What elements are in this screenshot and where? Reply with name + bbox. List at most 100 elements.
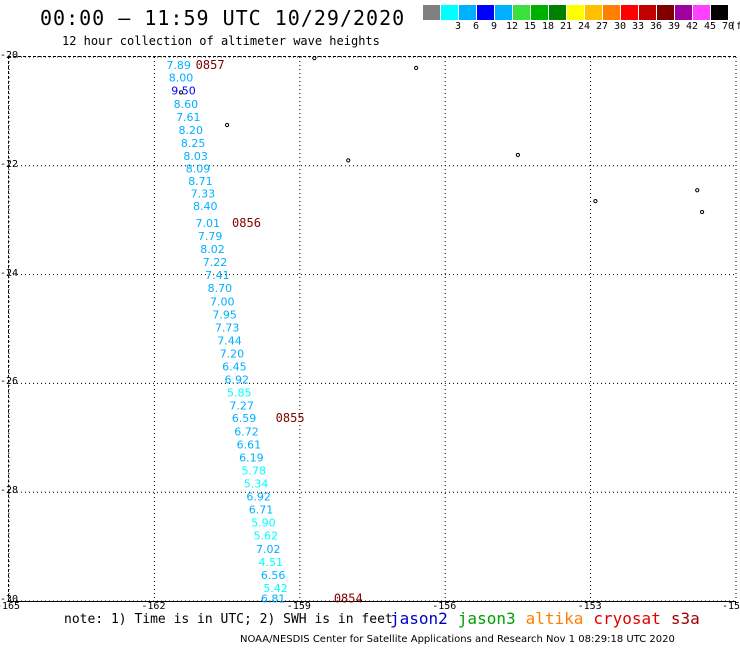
- island-outline: [699, 209, 705, 215]
- swh-value: 8.02: [200, 243, 225, 256]
- swh-value: 6.56: [261, 569, 286, 582]
- map-canvas: 7.898.009.508.607.618.208.258.038.098.71…: [8, 55, 737, 605]
- colorbar-label: 36: [649, 21, 663, 32]
- latitude-tick-label: -22: [0, 158, 19, 170]
- swh-value: 8.03: [183, 150, 208, 163]
- colorbar-label: 21: [559, 21, 573, 32]
- swh-value: 6.92: [225, 374, 250, 387]
- colorbar-swatch: [620, 5, 638, 20]
- island-outline: [312, 55, 317, 61]
- time-label: 0854: [334, 591, 363, 605]
- swh-value: 7.95: [212, 308, 237, 321]
- latitude-tick-label: -20: [0, 50, 19, 61]
- swh-value: 8.00: [169, 72, 194, 85]
- satellite-legend-item: cryosat: [593, 609, 661, 628]
- colorbar-label: 15: [523, 21, 537, 32]
- wave-height-colorbar: [422, 5, 728, 20]
- island-outline: [178, 90, 184, 95]
- island-outline: [346, 158, 351, 163]
- swh-value: 6.72: [234, 425, 259, 438]
- swh-value: 6.71: [249, 504, 274, 517]
- colorbar-swatch: [710, 5, 728, 20]
- swh-value: 8.40: [193, 200, 218, 213]
- longitude-tick-label: -165: [0, 601, 21, 612]
- longitude-tick-label: -15: [722, 601, 740, 612]
- swh-value: 7.61: [176, 111, 201, 124]
- colorbar-label: 6: [472, 21, 480, 32]
- latitude-tick-label: -30: [0, 594, 19, 605]
- island-outline: [593, 199, 598, 204]
- colorbar-swatch: [548, 5, 566, 20]
- swh-value: 7.44: [217, 334, 242, 347]
- swh-value: 4.51: [258, 556, 283, 569]
- swh-value: 8.20: [179, 124, 204, 137]
- colorbar-label: 24: [577, 21, 591, 32]
- colorbar-swatch: [602, 5, 620, 20]
- colorbar-swatch: [494, 5, 512, 20]
- island-outline: [515, 152, 520, 158]
- satellite-legend-item: altika: [525, 609, 584, 628]
- colorbar-swatch: [638, 5, 656, 20]
- swh-value: 7.22: [203, 256, 228, 269]
- colorbar-swatch: [566, 5, 584, 20]
- footer-note: note: 1) Time is in UTC; 2) SWH is in fe…: [64, 612, 393, 627]
- satellite-legend: jason2 jason3 altika cryosat s3a: [390, 609, 700, 628]
- colorbar-label: 3: [454, 21, 462, 32]
- time-label: 0857: [196, 58, 225, 72]
- colorbar-swatch: [422, 5, 440, 20]
- longitude-tick-label: -159: [286, 601, 311, 612]
- satellite-legend-item: jason3: [457, 609, 516, 628]
- swh-value: 7.41: [205, 269, 230, 282]
- island-outline: [225, 122, 230, 128]
- swh-value: 6.59: [232, 412, 257, 425]
- colorbar-label: 27: [595, 21, 609, 32]
- island-outline: [695, 188, 700, 193]
- swh-value: 6.81: [261, 592, 286, 605]
- swh-value: 5.42: [263, 582, 288, 595]
- swh-value: 8.60: [174, 98, 199, 111]
- longitude-tick-label: -153: [577, 601, 602, 612]
- colorbar-unit-label: (ft): [730, 21, 740, 32]
- swh-value: 7.02: [256, 543, 281, 556]
- colorbar-label: 9: [490, 21, 498, 32]
- island-outline: [414, 65, 419, 70]
- latitude-tick-label: -24: [0, 267, 19, 279]
- swh-value: 7.89: [166, 59, 191, 72]
- colorbar-swatch: [656, 5, 674, 20]
- swh-value: 5.34: [244, 477, 269, 490]
- swh-value: 6.92: [246, 491, 271, 504]
- swh-value: 7.33: [191, 188, 216, 201]
- swh-value: 5.62: [254, 530, 279, 543]
- latitude-tick-label: -28: [0, 485, 19, 497]
- swh-value: 7.73: [215, 321, 240, 334]
- colorbar-label: 12: [505, 21, 519, 32]
- colorbar-label: 45: [703, 21, 717, 32]
- swh-value: 7.01: [195, 217, 220, 230]
- swh-value: 6.61: [237, 438, 262, 451]
- colorbar-swatch: [530, 5, 548, 20]
- colorbar-swatch: [512, 5, 530, 20]
- swh-value: 8.70: [208, 282, 233, 295]
- swh-value: 5.78: [242, 464, 267, 477]
- swh-value: 8.25: [181, 137, 206, 150]
- map-subtitle: 12 hour collection of altimeter wave hei…: [62, 34, 380, 48]
- colorbar-swatch: [692, 5, 710, 20]
- satellite-legend-item: s3a: [670, 609, 700, 628]
- time-label: 0855: [276, 411, 305, 425]
- latitude-tick-label: -26: [0, 376, 19, 388]
- swh-value: 7.27: [229, 400, 254, 413]
- longitude-tick-label: -156: [432, 601, 457, 612]
- swh-value: 8.71: [188, 175, 213, 188]
- colorbar-label: 33: [631, 21, 645, 32]
- colorbar-swatch: [476, 5, 494, 20]
- map-title: 00:00 – 11:59 UTC 10/29/2020: [40, 6, 406, 30]
- swh-value: 7.79: [198, 230, 223, 243]
- swh-value: 8.09: [186, 163, 211, 176]
- swh-value: 9.50: [171, 85, 196, 98]
- colorbar-swatch: [584, 5, 602, 20]
- swh-value: 5.85: [227, 387, 252, 400]
- swh-value: 5.90: [251, 517, 276, 530]
- colorbar-swatch: [440, 5, 458, 20]
- credit-line: NOAA/NESDIS Center for Satellite Applica…: [240, 634, 675, 645]
